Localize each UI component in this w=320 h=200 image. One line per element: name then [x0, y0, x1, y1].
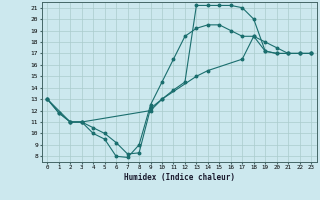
- X-axis label: Humidex (Indice chaleur): Humidex (Indice chaleur): [124, 173, 235, 182]
